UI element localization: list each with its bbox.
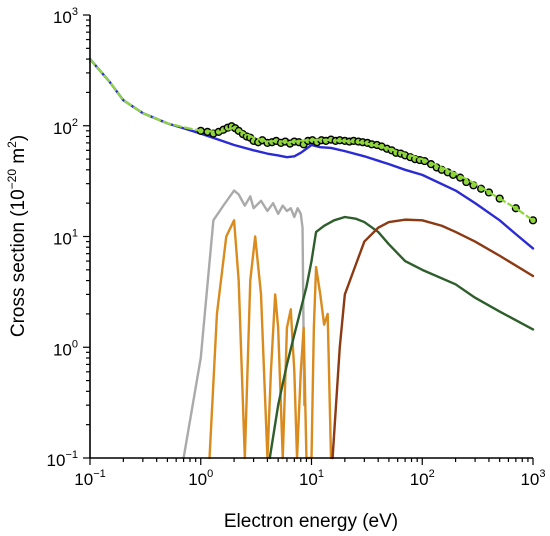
x-tick-label: 100 (188, 468, 213, 489)
x-tick-label: 10−1 (74, 468, 105, 489)
x-tick-label: 103 (520, 468, 545, 489)
y-axis-title-prefix: Cross section (10 (8, 189, 29, 337)
y-tick-label: 103 (53, 6, 78, 27)
y-axis-title-exp1: −20 (5, 169, 19, 190)
series-2-markers (196, 122, 538, 225)
plot-series (88, 57, 538, 460)
series-6-line (331, 218, 535, 460)
y-tick-label: 101 (53, 228, 78, 249)
y-tick-label: 10−1 (47, 449, 78, 470)
series-5-line (268, 215, 535, 460)
series-3-line (182, 189, 306, 460)
y-axis-title: Cross section (10−20 m2) (5, 135, 29, 337)
series-0-line (88, 57, 535, 250)
x-ticks: 10−1 100 101 102 103 (74, 458, 546, 489)
y-tick-label: 102 (53, 117, 78, 138)
x-tick-label: 102 (410, 468, 435, 489)
y-tick-label: 100 (53, 338, 78, 359)
y-ticks: 10−1 100 101 102 103 (47, 6, 90, 470)
series-4-line (208, 219, 333, 460)
y-axis-title-exp2: 2 (5, 141, 19, 148)
x-tick-label: 101 (299, 468, 324, 489)
y-axis-title-suffix: ) (8, 135, 29, 141)
y-axis-title-mid: m (8, 148, 29, 169)
x-axis-title: Electron energy (eV) (224, 511, 398, 532)
series-1-line (88, 57, 535, 222)
